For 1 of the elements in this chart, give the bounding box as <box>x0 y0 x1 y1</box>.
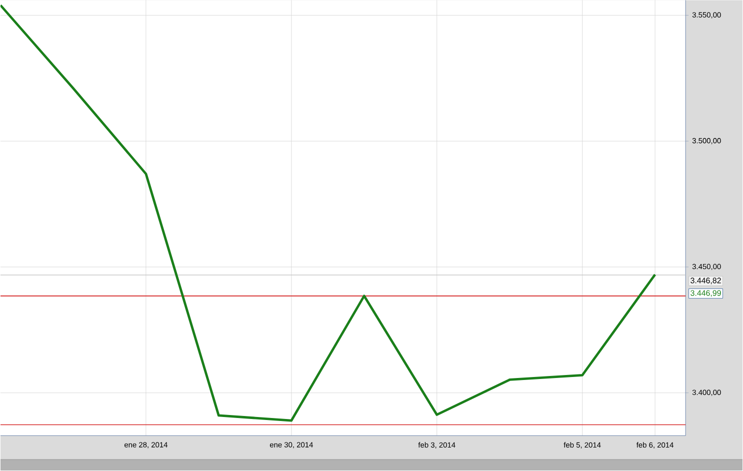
line-series <box>0 4 656 422</box>
